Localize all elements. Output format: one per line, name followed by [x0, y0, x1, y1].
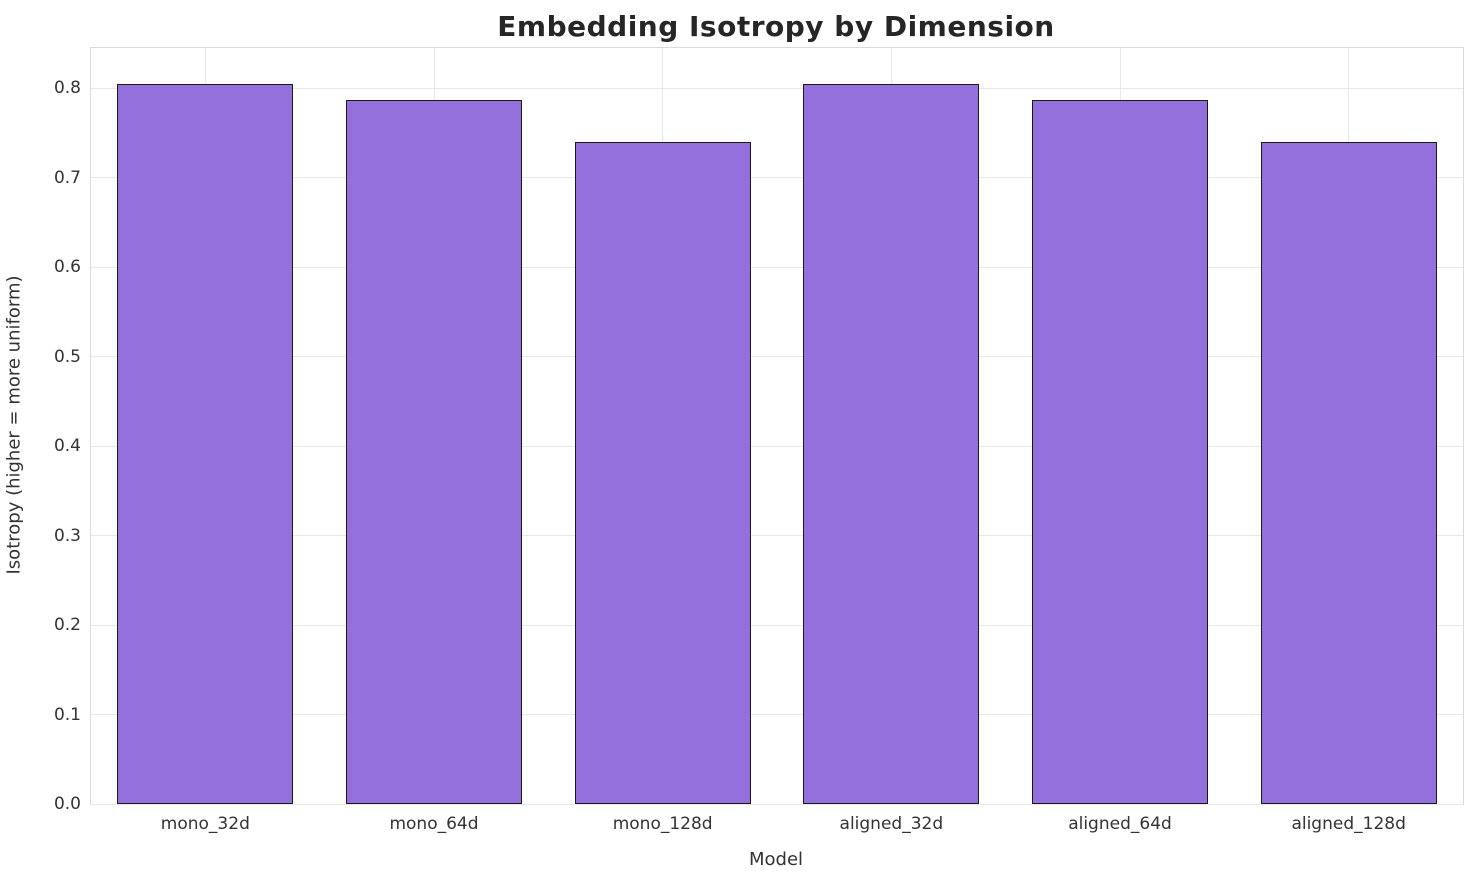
bar-aligned_64d	[1031, 99, 1209, 804]
y-gridline	[91, 87, 1463, 89]
bar-mono_128d	[574, 141, 751, 804]
x-tick-label: mono_64d	[389, 814, 479, 834]
bar-mono_32d	[117, 83, 294, 804]
y-gridline	[91, 535, 1463, 537]
y-tick-label: 0.2	[53, 615, 81, 636]
y-tick-label: 0.8	[53, 78, 81, 99]
y-gridline	[91, 445, 1463, 447]
bar-aligned_32d	[803, 83, 980, 804]
x-tick-label: aligned_64d	[1068, 814, 1172, 834]
y-tick-label: 0.4	[53, 436, 81, 457]
y-tick-label: 0.3	[53, 525, 81, 546]
x-tick-label: aligned_32d	[839, 814, 944, 834]
y-tick-label: 0.5	[53, 346, 81, 367]
y-gridline	[91, 803, 1463, 805]
y-gridline	[91, 356, 1463, 358]
y-tick-label: 0.6	[53, 257, 81, 278]
y-gridline	[91, 177, 1463, 179]
y-axis-label: Isotropy (higher = more uniform)	[3, 275, 25, 575]
x-tick-label: mono_128d	[612, 814, 713, 834]
chart-title: Embedding Isotropy by Dimension	[497, 10, 1055, 43]
y-gridline	[91, 624, 1463, 626]
x-tick-label: mono_32d	[160, 814, 250, 834]
plot-area: 0.0 0.1 0.2 0.3 0.4 0.5 0.6 0.7 0.8 mono_32d mono_…	[54, 47, 1464, 834]
y-tick-label: 0.1	[53, 704, 81, 725]
bar-aligned_128d	[1260, 141, 1437, 804]
x-tick-label: aligned_128d	[1291, 814, 1406, 834]
y-tick-label: 0.0	[53, 794, 81, 814]
x-axis-label: Model	[748, 849, 804, 870]
bar-mono_64d	[345, 99, 523, 804]
y-tick-label: 0.7	[53, 167, 81, 188]
y-gridline	[91, 266, 1463, 268]
y-gridline	[91, 714, 1463, 716]
